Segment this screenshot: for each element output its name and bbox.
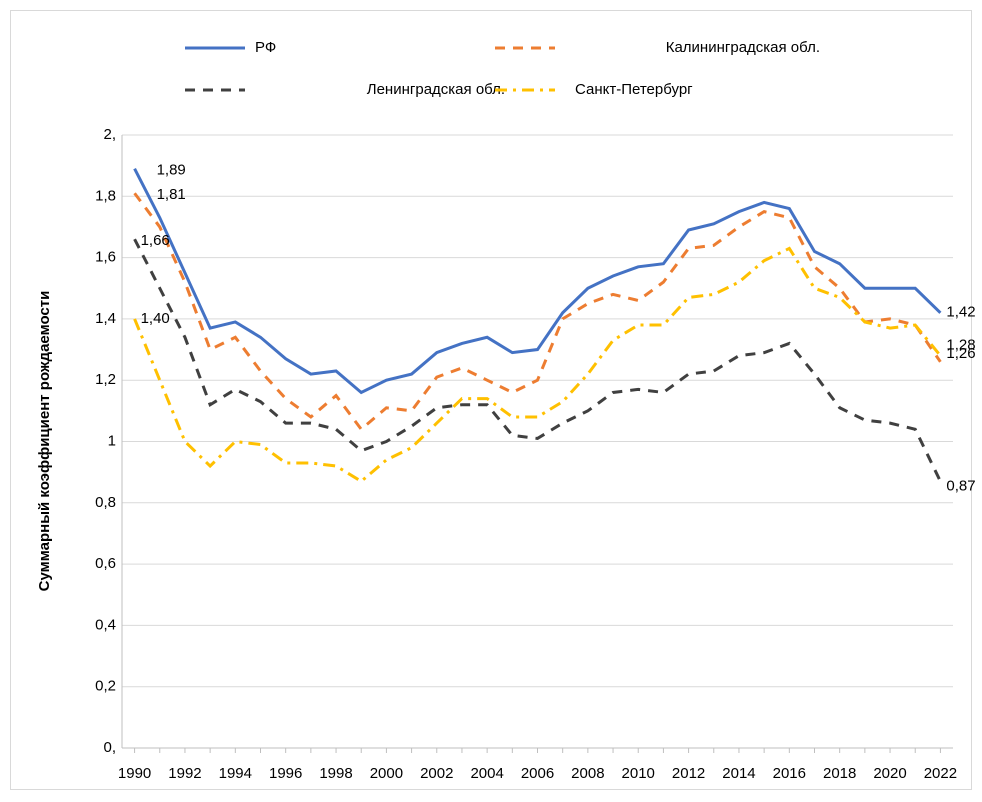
series-line [133, 168, 942, 395]
y-tick-label: 1,6 [95, 249, 116, 266]
data-label: 1,26 [946, 345, 975, 362]
x-tick-label: 1998 [319, 765, 352, 782]
x-tick-label: 1996 [269, 765, 302, 782]
x-tick-label: 2020 [873, 765, 906, 782]
y-tick-label: 1,2 [95, 371, 116, 388]
x-tick-label: 2000 [370, 765, 403, 782]
y-axis-label: Суммарный коэффициент рождаемости [36, 291, 53, 592]
x-tick-label: 1992 [168, 765, 201, 782]
data-label: 1,42 [946, 304, 975, 321]
y-tick-label: 0,2 [95, 678, 116, 695]
series-line [133, 246, 942, 484]
data-label: 1,40 [141, 310, 170, 327]
y-tick-label: 0,4 [95, 616, 116, 633]
data-label: 0,87 [946, 477, 975, 494]
legend-label: Ленинградская обл. [367, 81, 505, 98]
x-tick-label: 1990 [118, 765, 151, 782]
x-tick-label: 1994 [219, 765, 252, 782]
y-tick-label: 1 [108, 432, 116, 449]
data-label: 1,81 [157, 186, 186, 203]
data-label: 1,66 [141, 232, 170, 249]
y-tick-label: 0, [103, 739, 116, 756]
legend-label: Калининградская обл. [666, 39, 820, 56]
chart-border [10, 10, 972, 790]
legend-label: РФ [255, 39, 276, 56]
x-tick-label: 2022 [924, 765, 957, 782]
legend-label: Санкт-Петербург [575, 81, 693, 98]
y-tick-label: 1,4 [95, 310, 116, 327]
series-line [133, 192, 942, 432]
x-tick-label: 2018 [823, 765, 856, 782]
x-tick-label: 2002 [420, 765, 453, 782]
x-tick-label: 2016 [773, 765, 806, 782]
y-tick-label: 0,8 [95, 494, 116, 511]
x-tick-label: 2004 [470, 765, 503, 782]
y-tick-label: 1,8 [95, 187, 116, 204]
y-tick-label: 2, [103, 126, 116, 143]
data-label: 1,28 [946, 337, 975, 354]
series-line [133, 238, 942, 482]
data-label: 1,89 [157, 162, 186, 179]
x-tick-label: 2008 [571, 765, 604, 782]
x-tick-label: 2012 [672, 765, 705, 782]
y-tick-label: 0,6 [95, 555, 116, 572]
x-tick-label: 2010 [622, 765, 655, 782]
x-tick-label: 2014 [722, 765, 755, 782]
x-tick-label: 2006 [521, 765, 554, 782]
